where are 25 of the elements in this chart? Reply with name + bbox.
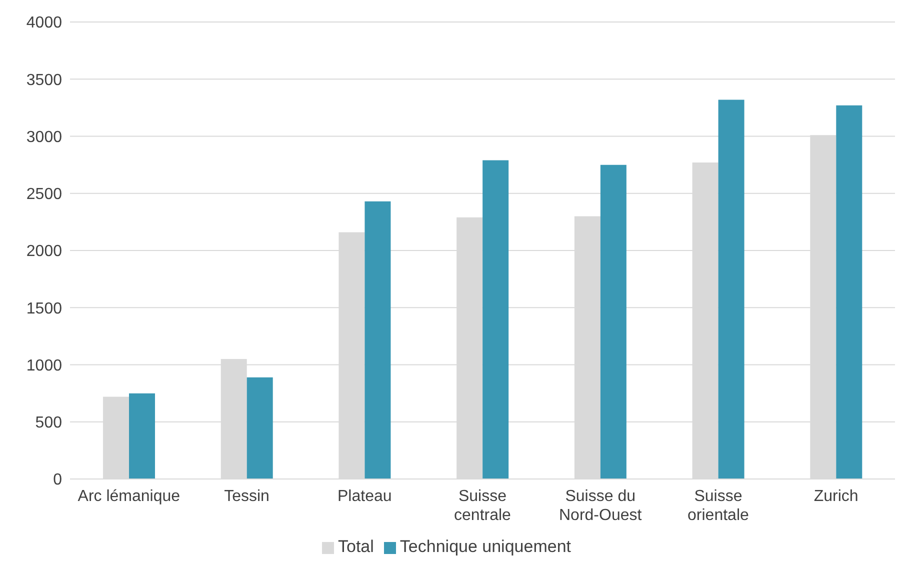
x-tick-label: Plateau bbox=[338, 488, 392, 505]
legend-label: Technique uniquement bbox=[400, 537, 571, 556]
x-tick-label: Suisse orientale bbox=[688, 488, 750, 524]
bar bbox=[246, 377, 273, 479]
y-tick-label: 0 bbox=[53, 472, 62, 489]
x-tick-label: Suisse du Nord-Ouest bbox=[559, 488, 642, 524]
legend-label: Total bbox=[338, 537, 374, 556]
x-tick-label: Zurich bbox=[814, 488, 858, 505]
x-tick-label: Suisse centrale bbox=[454, 488, 512, 524]
y-tick-label: 2000 bbox=[26, 243, 62, 260]
y-tick-label: 500 bbox=[35, 414, 62, 432]
bar bbox=[718, 100, 744, 479]
bar bbox=[600, 164, 626, 479]
bar bbox=[836, 105, 862, 479]
y-tick-label: 4000 bbox=[26, 14, 62, 32]
bar bbox=[364, 201, 391, 479]
x-tick-label: Arc lémanique bbox=[78, 488, 180, 505]
y-tick-label: 2500 bbox=[26, 186, 62, 204]
bar bbox=[129, 393, 155, 479]
bar bbox=[482, 160, 509, 479]
y-tick-label: 1000 bbox=[26, 357, 62, 374]
x-tick-label: Tessin bbox=[224, 488, 270, 505]
y-tick-label: 3500 bbox=[26, 72, 62, 89]
y-tick-label: 3000 bbox=[26, 128, 62, 146]
y-tick-label: 1500 bbox=[26, 300, 62, 318]
